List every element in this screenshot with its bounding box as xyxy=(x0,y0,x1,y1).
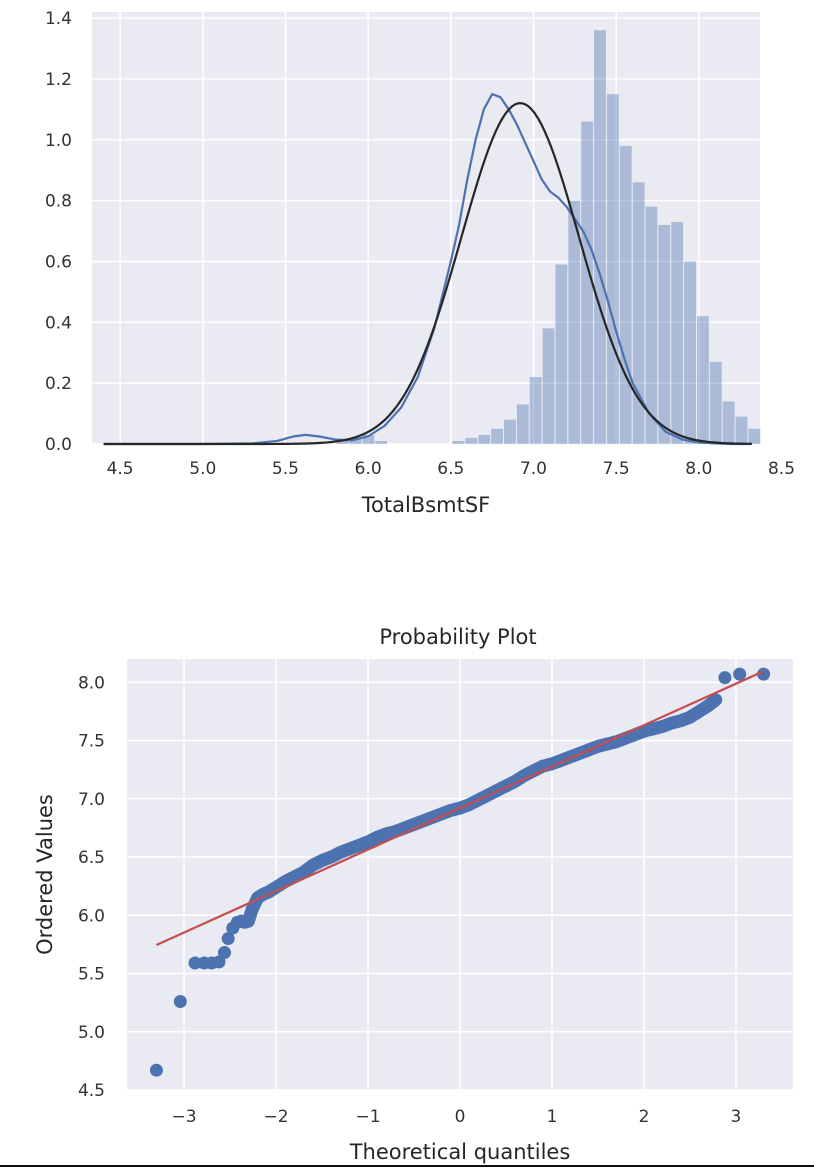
histogram-y-tick-label: 0.0 xyxy=(45,435,72,455)
probability-plot-y-axis-label: Ordered Values xyxy=(33,794,57,955)
histogram-x-tick-label: 8.5 xyxy=(768,459,795,479)
histogram-bar xyxy=(555,264,568,444)
histogram-x-tick-label: 4.5 xyxy=(107,459,134,479)
probability-plot-point xyxy=(718,671,732,685)
histogram-bar xyxy=(735,416,748,444)
probability-plot-y-tick-label: 7.0 xyxy=(78,790,105,810)
histogram-bar xyxy=(516,404,529,444)
probability-plot-x-axis-label: Theoretical quantiles xyxy=(349,1140,571,1164)
histogram-x-tick-label: 5.0 xyxy=(189,459,216,479)
probability-plot-x-tick-label: 1 xyxy=(547,1107,558,1127)
probability-plot-y-tick-label: 8.0 xyxy=(78,673,105,693)
histogram-x-axis-label: TotalBsmtSF xyxy=(361,493,491,517)
probability-plot-x-tick-label: 3 xyxy=(731,1107,742,1127)
histogram-bar xyxy=(594,30,606,445)
histogram-bar xyxy=(375,440,388,444)
frame-bottom-border xyxy=(0,1165,814,1167)
probability-plot-y-tick-label: 4.5 xyxy=(78,1081,105,1101)
histogram-bar xyxy=(722,401,735,444)
histogram-y-tick-label: 1.2 xyxy=(45,70,72,90)
probability-plot-point xyxy=(709,693,723,707)
probability-plot-x-tick-label: −1 xyxy=(355,1107,380,1127)
fit-line xyxy=(155,670,765,946)
histogram-bar xyxy=(658,224,671,444)
probability-plot-y-tick-labels: 4.5 5.0 5.5 6.0 6.5 7.0 7.5 8.0 xyxy=(78,673,105,1101)
histogram-bar xyxy=(606,94,619,445)
histogram-y-tick-label: 0.8 xyxy=(45,192,72,212)
probability-plot-chart: Probability Plot −3 −2 −1 0 1 2 3 4.5 5.0 5.5 6.0… xyxy=(33,625,793,1164)
probability-plot-y-tick-label: 5.0 xyxy=(78,1023,105,1043)
histogram-bar xyxy=(349,437,362,444)
histogram-y-tick-label: 0.2 xyxy=(45,374,72,394)
probability-plot-x-tick-label: 0 xyxy=(455,1107,466,1127)
histogram-bar xyxy=(568,200,581,444)
histogram-y-tick-label: 0.4 xyxy=(45,313,72,333)
histogram-chart: 4.5 5.0 5.5 6.0 6.5 7.0 7.5 8.0 8.5 0.0 0.2 0.4 0.6… xyxy=(45,9,795,517)
histogram-bar xyxy=(671,221,684,444)
probability-plot-title: Probability Plot xyxy=(379,625,536,649)
probability-plot-point xyxy=(149,1063,163,1077)
histogram-y-tick-label: 1.0 xyxy=(45,131,72,151)
histogram-x-tick-labels: 4.5 5.0 5.5 6.0 6.5 7.0 7.5 8.0 8.5 xyxy=(107,459,795,479)
histogram-bar xyxy=(362,434,375,444)
histogram-y-tick-labels: 0.0 0.2 0.4 0.6 0.8 1.0 1.2 1.4 xyxy=(45,9,72,455)
probability-plot-point xyxy=(218,946,232,960)
histogram-bar xyxy=(581,121,594,445)
histogram-bar xyxy=(748,428,761,444)
probability-plot-point xyxy=(188,956,202,970)
histogram-y-tick-label: 0.6 xyxy=(45,252,72,272)
histogram-bar xyxy=(491,428,504,444)
histogram-bar xyxy=(645,206,658,444)
probability-plot-point xyxy=(757,667,771,681)
histogram-x-tick-label: 6.0 xyxy=(355,459,382,479)
histogram-bar xyxy=(709,361,722,444)
probability-plot-point xyxy=(173,994,187,1008)
histogram-bar xyxy=(452,440,465,444)
probability-plot-x-tick-labels: −3 −2 −1 0 1 2 3 xyxy=(172,1107,742,1127)
probability-plot-x-tick-label: −2 xyxy=(263,1107,288,1127)
histogram-bar xyxy=(478,434,491,444)
histogram-x-tick-label: 7.5 xyxy=(603,459,630,479)
probability-plot-y-tick-label: 7.5 xyxy=(78,732,105,752)
kde-curve xyxy=(103,92,752,446)
histogram-bar xyxy=(504,419,516,444)
histogram-bar xyxy=(619,145,632,444)
probability-plot-point xyxy=(221,932,235,946)
histogram-bars xyxy=(336,30,761,445)
histogram-grid xyxy=(92,12,783,445)
probability-plot-y-tick-label: 6.0 xyxy=(78,906,105,926)
histogram-x-tick-label: 8.0 xyxy=(685,459,712,479)
probability-plot-y-tick-label: 5.5 xyxy=(78,965,105,985)
probability-plot-x-tick-label: −3 xyxy=(172,1107,197,1127)
histogram-bar xyxy=(529,377,542,444)
histogram-bar xyxy=(336,440,349,444)
histogram-y-tick-label: 1.4 xyxy=(45,9,72,29)
probability-plot-grid xyxy=(127,659,793,1091)
probability-plot-x-tick-label: 2 xyxy=(639,1107,650,1127)
histogram-bar xyxy=(696,316,709,444)
histogram-bar xyxy=(542,328,555,444)
probability-plot-y-tick-label: 6.5 xyxy=(78,848,105,868)
probability-plot-point xyxy=(733,667,747,681)
normal-fit-curve xyxy=(103,102,752,446)
histogram-x-tick-label: 6.5 xyxy=(437,459,464,479)
histogram-x-tick-label: 5.5 xyxy=(272,459,299,479)
histogram-bar xyxy=(684,261,696,444)
histogram-x-tick-label: 7.0 xyxy=(520,459,547,479)
histogram-bar xyxy=(632,182,645,444)
histogram-bar xyxy=(465,437,478,444)
